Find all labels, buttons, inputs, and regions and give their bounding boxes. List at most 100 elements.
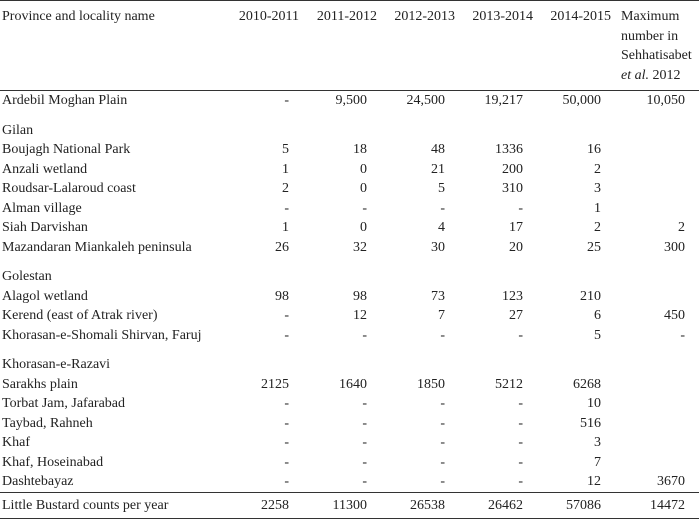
cell: 16 [587, 142, 601, 157]
cell: 7 [438, 308, 445, 323]
column-header: 2014-2015 [537, 0, 615, 91]
empty-cell [615, 199, 699, 219]
table-row: Taybad, Rahneh - - - - 516 [0, 414, 699, 434]
table-row: Torbat Jam, Jafarabad - - - - 10 [0, 394, 699, 414]
cell: - [362, 327, 367, 343]
cell: 12 [353, 308, 367, 323]
cell: 200 [502, 161, 523, 177]
cell: 27 [509, 308, 523, 323]
empty-cell [615, 414, 699, 434]
cell: 1640 [339, 376, 367, 392]
cell: 450 [664, 308, 685, 323]
row-label: Alagol wetland [2, 288, 88, 304]
cell: - [284, 474, 289, 489]
table-row: Golestan [0, 257, 699, 287]
cell: 5 [282, 142, 289, 157]
cell: 516 [580, 415, 601, 431]
row-label: Mazandaran Miankaleh peninsula [2, 239, 192, 255]
header-text: Maximum number in Sehhatisabet [621, 9, 692, 63]
row-label: Gilan [2, 122, 34, 138]
row-label: Golestan [2, 269, 52, 284]
row-label: Khaf [2, 435, 30, 450]
table-row: Alagol wetland 98 98 73 123 210 [0, 287, 699, 307]
cell: 0 [360, 161, 367, 177]
empty-cell [615, 394, 699, 414]
cell: 9,500 [335, 93, 368, 108]
cell: 30 [431, 239, 445, 255]
cell: - [284, 435, 289, 450]
table-row: Siah Darvishan 1 0 4 17 2 2 [0, 218, 699, 238]
cell: 14472 [615, 491, 699, 519]
table-row: Khorasan-e-Shomali Shirvan, Faruj - - - - 5 - [0, 326, 699, 346]
table-row: Little Bustard counts per year 2258 11300 2… [0, 491, 699, 519]
table-row: Khaf, Hoseinabad - - - - 7 [0, 453, 699, 473]
cell: - [440, 200, 445, 216]
cell: - [284, 396, 289, 411]
column-header: 2012-2013 [381, 0, 459, 91]
header-text: et al. [621, 67, 649, 83]
column-header: Maximum number in Sehhatisabet et al. 20… [615, 0, 699, 91]
cell: 3670 [657, 474, 685, 489]
row-label: Kerend (east of Atrak river) [2, 308, 158, 323]
table-row: Gilan [0, 111, 699, 141]
cell: - [362, 454, 367, 470]
cell: - [680, 327, 685, 343]
table-row: Ardebil Moghan Plain - 9,500 24,500 19,217 50… [0, 91, 699, 111]
cell: - [284, 327, 289, 343]
cell: 300 [664, 239, 685, 255]
cell: - [284, 93, 289, 108]
cell: 1 [282, 161, 289, 177]
cell: 1336 [495, 142, 523, 157]
cell: - [440, 454, 445, 470]
cell: 21 [431, 161, 445, 177]
table-row: Sarakhs plain 2125 1640 1850 5212 6268 [0, 375, 699, 395]
cell: 12 [587, 474, 601, 489]
table-row: Mazandaran Miankaleh peninsula 26 32 30 20 25… [0, 238, 699, 258]
cell: - [440, 435, 445, 450]
empty-cell [615, 453, 699, 473]
cell: 10 [587, 396, 601, 411]
cell: 26538 [381, 491, 459, 519]
cell: 24,500 [406, 93, 446, 108]
cell: - [518, 200, 523, 216]
table-row: Anzali wetland 1 0 21 200 2 [0, 160, 699, 180]
row-label: Roudsar-Lalaroud coast [2, 181, 136, 196]
empty-cell [615, 140, 699, 160]
cell: - [440, 474, 445, 489]
row-label: Alman village [2, 200, 82, 216]
cell: - [362, 396, 367, 411]
cell: - [284, 415, 289, 431]
cell: - [440, 396, 445, 411]
cell: 3 [594, 435, 601, 450]
row-label: Khaf, Hoseinabad [2, 454, 104, 470]
cell: 6 [594, 308, 601, 323]
cell: - [284, 454, 289, 470]
cell: 50,000 [562, 93, 602, 108]
cell: 310 [502, 181, 523, 196]
cell: - [362, 415, 367, 431]
cell: - [518, 415, 523, 431]
cell: 17 [509, 220, 523, 235]
table-row: Boujagh National Park 5 18 48 1336 16 [0, 140, 699, 160]
empty-cell [615, 179, 699, 199]
header-text: 2012 [652, 67, 681, 83]
cell: 18 [353, 142, 367, 157]
cell: 3 [594, 181, 601, 196]
empty-cell [615, 287, 699, 307]
table-row: Khorasan-e-Razavi [0, 345, 699, 375]
empty-cell [615, 160, 699, 180]
cell: 2125 [261, 376, 289, 392]
row-label: Boujagh National Park [2, 142, 131, 157]
cell: 123 [502, 288, 523, 304]
row-label: Little Bustard counts per year [0, 491, 225, 519]
empty-cell [615, 433, 699, 453]
table-body: Ardebil Moghan Plain -9,500 24,500 19,217 50… [0, 91, 699, 519]
cell: 2 [594, 220, 601, 235]
row-label: Khorasan-e-Razavi [2, 357, 111, 372]
cell: 20 [509, 239, 523, 255]
cell: - [440, 327, 445, 343]
row-label: Taybad, Rahneh [2, 415, 93, 431]
cell: 98 [353, 288, 367, 304]
cell: 5212 [495, 376, 523, 392]
